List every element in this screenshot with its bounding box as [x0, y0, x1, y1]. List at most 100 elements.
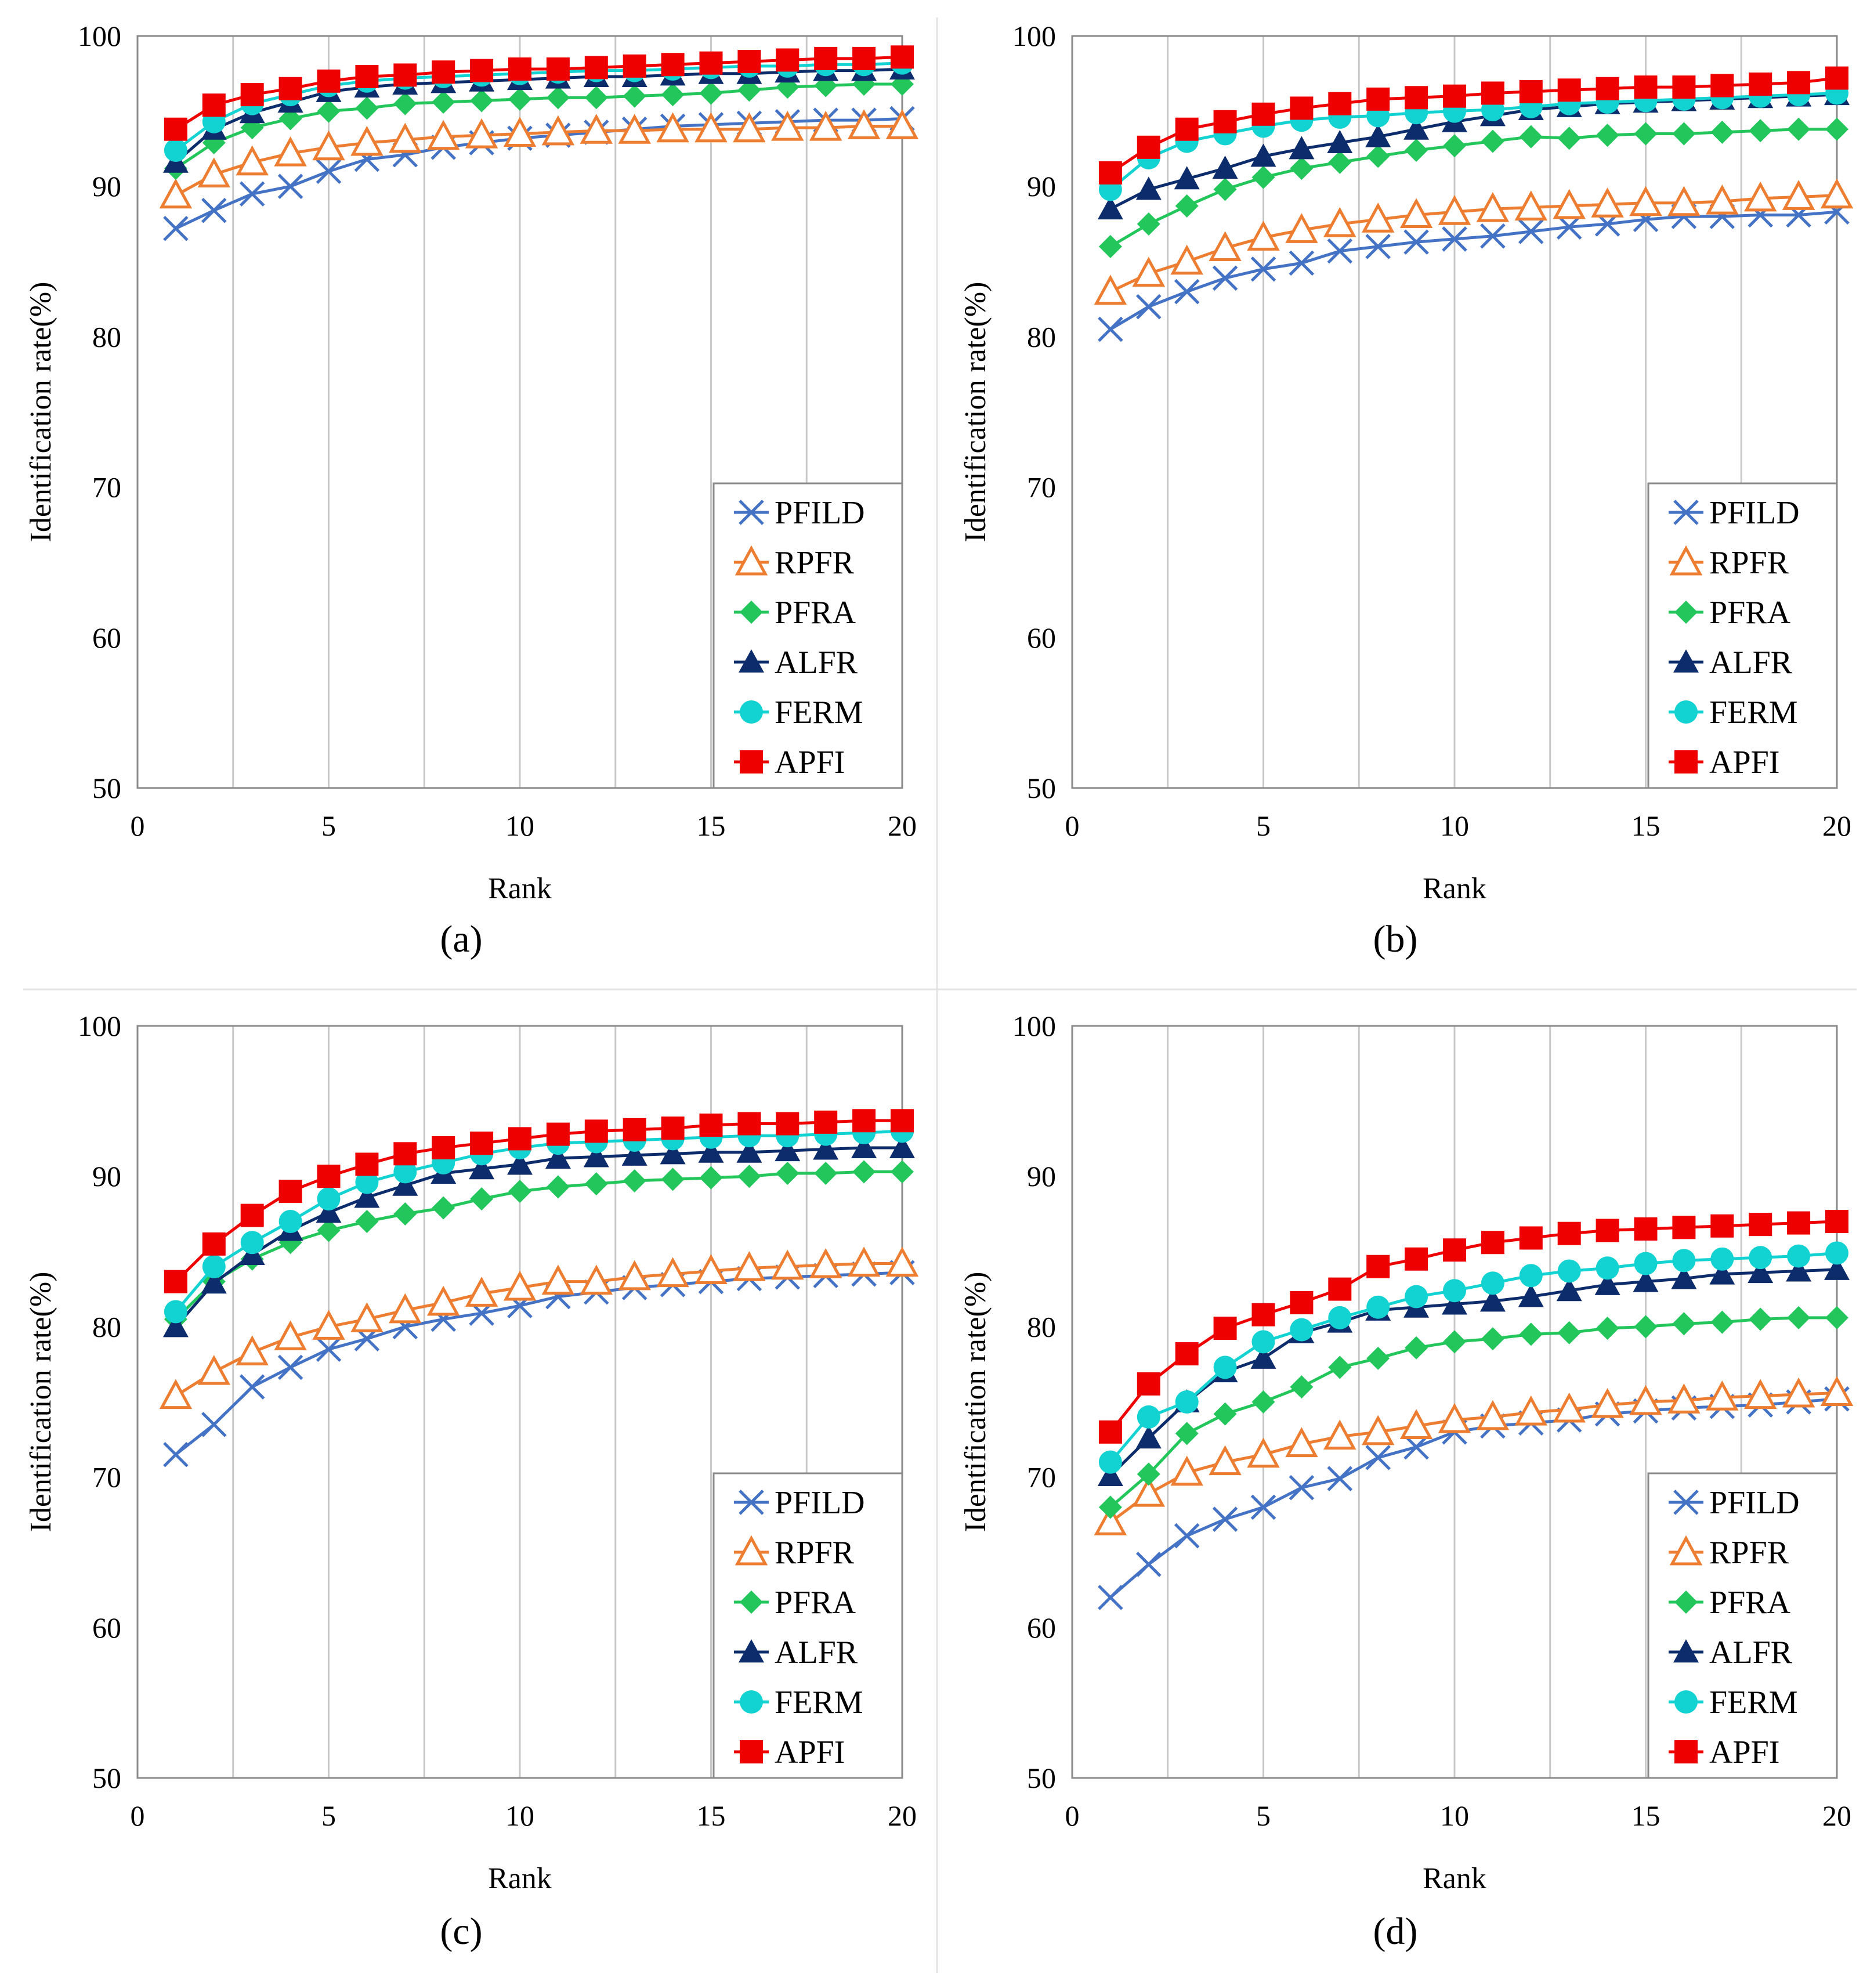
data-point: [1519, 1264, 1543, 1288]
data-point: [503, 117, 537, 147]
y-tick-label: 70: [92, 1461, 121, 1494]
legend-label: PFRA: [775, 595, 856, 631]
data-point: [503, 1270, 537, 1301]
data-point: [274, 1320, 307, 1351]
data-point: [392, 1172, 418, 1196]
legend-item: PFILD: [1669, 495, 1800, 531]
data-point: [1290, 1291, 1314, 1314]
legend-item: RPFR: [1669, 545, 1789, 581]
legend-label: APFI: [1709, 744, 1779, 780]
x-tick-label: 20: [888, 1799, 917, 1832]
data-point: [661, 83, 685, 107]
legend-marker: [735, 545, 768, 576]
data-point: [159, 1379, 193, 1409]
data-point: [350, 125, 384, 156]
data-point: [1514, 190, 1548, 221]
data-point: [1323, 207, 1356, 237]
data-point: [889, 1134, 915, 1158]
legend-item: ALFR: [734, 645, 858, 681]
y-tick-label: 100: [1012, 1010, 1056, 1042]
data-point: [1596, 1316, 1619, 1340]
data-point: [1209, 231, 1242, 261]
chart-panel-4: 50 60 70 80 90 100 0 5 10 15 20 Rank Identification …: [959, 1010, 1854, 1953]
data-point: [1824, 1256, 1850, 1280]
data-point: [1209, 1445, 1242, 1476]
data-point: [1290, 96, 1314, 120]
data-point: [1787, 1211, 1811, 1235]
legend-label: APFI: [775, 1734, 845, 1770]
data-point: [1213, 178, 1237, 201]
data-point: [584, 1172, 608, 1196]
data-point: [1289, 136, 1315, 160]
data-point: [1481, 129, 1504, 153]
data-point: [1667, 186, 1701, 216]
data-point: [584, 1119, 608, 1143]
series-pfra: [164, 1160, 914, 1331]
y-axis-title: Identification rate(%): [24, 1272, 57, 1532]
data-point: [393, 92, 417, 115]
data-point: [240, 83, 264, 107]
data-point: [1629, 186, 1662, 216]
y-tick-label: 50: [92, 1762, 121, 1794]
data-point: [546, 57, 570, 81]
x-axis-title: Rank: [488, 872, 552, 905]
data-point: [546, 86, 570, 110]
data-point: [891, 1160, 914, 1184]
data-point: [809, 110, 842, 141]
data-point: [694, 112, 728, 143]
data-point: [1634, 1315, 1658, 1339]
data-point: [316, 1199, 342, 1223]
plot-border: [136, 35, 903, 789]
plot-border: [136, 1025, 903, 1779]
data-point: [1399, 1409, 1433, 1439]
data-point: [1786, 1258, 1812, 1282]
data-point: [1175, 1422, 1199, 1445]
legend-item: PFRA: [734, 1585, 856, 1621]
data-point: [508, 57, 531, 81]
data-point: [1710, 120, 1734, 144]
data-point: [1667, 1383, 1701, 1414]
data-point: [508, 87, 531, 111]
x-tick-label: 15: [1631, 809, 1660, 842]
data-point: [1137, 212, 1160, 236]
data-point: [164, 1300, 187, 1324]
data-point: [1251, 1390, 1275, 1414]
data-point: [1594, 1271, 1620, 1295]
data-point: [1365, 234, 1391, 259]
y-tick-label: 80: [92, 1310, 121, 1343]
data-point: [1175, 117, 1199, 141]
data-point: [776, 1112, 799, 1136]
data-point: [623, 54, 646, 78]
legend-label: FERM: [775, 695, 863, 731]
data-point: [277, 174, 303, 199]
data-point: [1706, 1380, 1739, 1411]
data-point: [1405, 138, 1428, 162]
data-point: [546, 1122, 570, 1146]
data-point: [661, 1168, 685, 1191]
legend-label: RPFR: [1709, 1535, 1789, 1571]
data-point: [1672, 75, 1696, 99]
data-point: [1175, 194, 1199, 218]
data-point: [623, 1118, 646, 1141]
data-point: [1825, 1306, 1848, 1329]
legend-label: PFILD: [775, 495, 865, 531]
data-point: [1094, 274, 1127, 305]
data-point: [1365, 124, 1391, 147]
x-tick-label: 10: [505, 809, 534, 842]
x-tick-label: 20: [1822, 1799, 1851, 1832]
x-tick-label: 20: [888, 809, 917, 842]
legend-item: RPFR: [734, 1535, 855, 1571]
y-tick-label: 100: [78, 1010, 121, 1042]
legend-item: PFILD: [734, 495, 865, 531]
data-point: [1094, 1505, 1127, 1535]
data-point: [355, 96, 379, 120]
legend-label: RPFR: [775, 1535, 855, 1571]
y-tick-label: 70: [1027, 471, 1056, 504]
gridlines: [1167, 1026, 1742, 1778]
data-point: [465, 118, 498, 149]
data-point: [1518, 219, 1544, 244]
data-point: [1366, 144, 1390, 168]
legend-marker: [1673, 1639, 1699, 1662]
data-point: [389, 122, 422, 153]
